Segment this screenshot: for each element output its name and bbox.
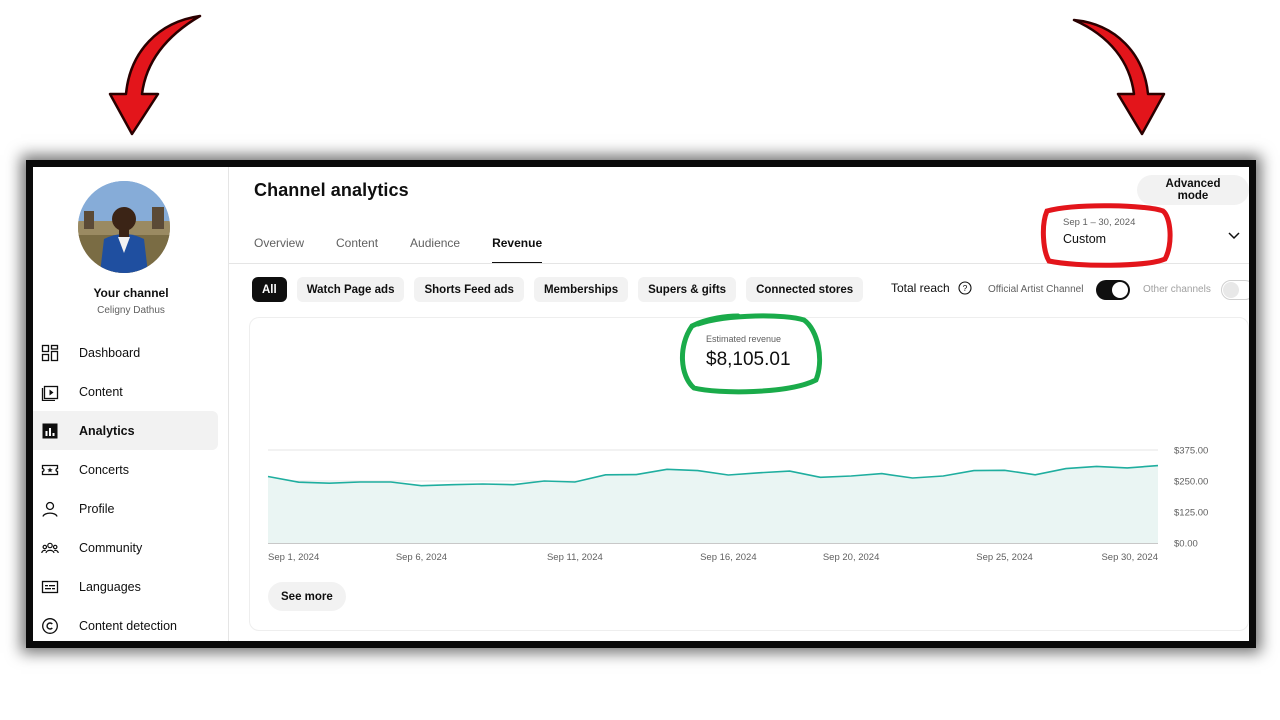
red-arrow-right-icon [1072, 18, 1166, 136]
chip-connected-stores[interactable]: Connected stores [746, 277, 864, 302]
series-line [267, 464, 1159, 487]
sidebar-item-community[interactable]: Community [33, 528, 218, 567]
x-tick-label: Sep 20, 2024 [823, 552, 880, 563]
total-reach: Total reach ? [891, 281, 972, 295]
official-artist-channel-label: Official Artist Channel [988, 284, 1084, 295]
sidebar-item-label: Languages [79, 579, 141, 594]
main-panel: Channel analytics Advanced mode Overview… [229, 167, 1249, 641]
your-channel-label: Your channel [93, 286, 169, 300]
y-tick-label: $125.00 [1174, 508, 1208, 519]
tabs-divider [229, 263, 1249, 264]
tab-overview[interactable]: Overview [254, 236, 305, 250]
sidebar-item-label: Community [79, 540, 143, 555]
revenue-card: Estimated revenue $8,105.01 $375.00 $250.… [249, 313, 1249, 631]
svg-text:?: ? [962, 283, 967, 293]
sidebar-item-label: Analytics [79, 423, 135, 438]
metric-label: Estimated revenue [706, 334, 782, 344]
sidebar-item-profile[interactable]: Profile [33, 489, 218, 528]
see-more-button[interactable]: See more [268, 582, 346, 611]
sidebar-item-label: Content [79, 384, 123, 399]
chip-all[interactable]: All [252, 277, 287, 302]
y-tick-label: $250.00 [1174, 477, 1208, 488]
sidebar-item-label: Profile [79, 501, 115, 516]
sidebar-item-label: Concerts [79, 462, 130, 477]
other-channels-toggle[interactable] [1221, 280, 1249, 300]
help-icon[interactable]: ? [958, 281, 972, 295]
sidebar-nav: Dashboard Content Analytics [33, 333, 229, 641]
y-tick-label: $0.00 [1174, 539, 1198, 550]
page-title: Channel analytics [254, 180, 409, 200]
toggle-knob [1223, 282, 1239, 298]
sidebar-item-content[interactable]: Content [33, 372, 218, 411]
tab-revenue[interactable]: Revenue [492, 227, 543, 264]
profile-icon [41, 500, 59, 518]
x-tick-label: Sep 11, 2024 [547, 552, 603, 563]
analytics-window: Your channel Celigny Dathus Dashboard Co… [26, 160, 1256, 648]
sidebar-item-concerts[interactable]: Concerts [33, 450, 218, 489]
x-tick-label: Sep 30, 2024 [1101, 552, 1158, 563]
sidebar-item-content-detection[interactable]: Content detection [33, 606, 218, 641]
copyright-icon [41, 617, 59, 635]
x-tick-label: Sep 6, 2024 [396, 552, 447, 563]
sidebar-item-analytics[interactable]: Analytics [33, 411, 218, 450]
series-area [268, 465, 1158, 543]
content-icon [41, 383, 59, 401]
chip-memberships[interactable]: Memberships [533, 277, 629, 302]
date-range-text: Sep 1 – 30, 2024 [1063, 217, 1136, 228]
analytics-icon [41, 422, 59, 440]
dashboard-icon [41, 344, 59, 362]
tab-bar: Overview Content Audience Revenue [254, 227, 574, 264]
date-range-preset: Custom [1063, 232, 1107, 246]
y-tick-label: $375.00 [1174, 446, 1208, 457]
avatar[interactable] [78, 181, 170, 273]
sidebar: Your channel Celigny Dathus Dashboard Co… [33, 167, 229, 641]
other-channels-label: Other channels [1143, 284, 1211, 295]
tab-audience[interactable]: Audience [410, 236, 461, 250]
x-tick-label: Sep 16, 2024 [700, 552, 757, 563]
channel-name: Celigny Dathus [97, 305, 165, 316]
community-icon [41, 539, 59, 557]
advanced-mode-button[interactable]: Advanced mode [1137, 175, 1249, 205]
metric-value: $8,105.01 [706, 349, 791, 370]
revenue-chart: $375.00 $250.00 $125.00 $0.00 Sep 1, 2024 Sep… [267, 446, 1208, 563]
chip-supers-gifts[interactable]: Supers & gifts [638, 277, 737, 302]
sidebar-item-dashboard[interactable]: Dashboard [33, 333, 218, 372]
sidebar-item-label: Dashboard [79, 345, 141, 360]
sidebar-item-label: Content detection [79, 618, 177, 633]
x-tick-label: Sep 25, 2024 [976, 552, 1033, 563]
revenue-filter-chips: All Watch Page ads Shorts Feed ads Membe… [252, 277, 873, 302]
sidebar-item-languages[interactable]: Languages [33, 567, 218, 606]
ticket-icon [41, 461, 59, 479]
red-arrow-left-icon [108, 14, 202, 136]
chip-shorts-feed-ads[interactable]: Shorts Feed ads [414, 277, 524, 302]
chevron-down-icon[interactable] [1226, 227, 1242, 243]
chip-watch-page-ads[interactable]: Watch Page ads [296, 277, 405, 302]
x-tick-label: Sep 1, 2024 [268, 552, 319, 563]
total-reach-label: Total reach [891, 281, 950, 295]
toggle-knob [1112, 282, 1128, 298]
avatar-image [78, 181, 170, 273]
official-artist-channel-toggle[interactable] [1096, 280, 1130, 300]
subtitles-icon [41, 578, 59, 596]
tab-content[interactable]: Content [336, 236, 379, 250]
